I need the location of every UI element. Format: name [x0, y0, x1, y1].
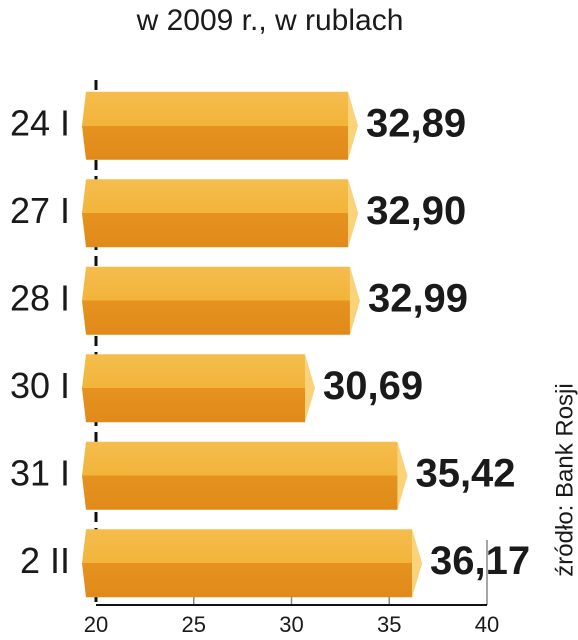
y-tick-label: 2 II — [20, 540, 70, 581]
y-tick-label: 31 I — [10, 452, 70, 493]
y-tick-label: 27 I — [10, 190, 70, 231]
source-note: źródło: Bank Rosji — [551, 383, 578, 576]
bar — [82, 529, 413, 598]
value-label: 32,99 — [368, 276, 468, 320]
y-tick-label: 24 I — [10, 102, 70, 143]
value-label: 35,42 — [415, 451, 515, 495]
bar — [82, 266, 350, 335]
bar-tip — [348, 179, 359, 248]
y-tick-label: 28 I — [10, 277, 70, 318]
bar — [82, 354, 305, 423]
x-tick-label: 30 — [279, 612, 303, 637]
x-tick-label: 25 — [182, 612, 206, 637]
x-tick-label: 20 — [84, 612, 108, 637]
x-tick-label: 35 — [377, 612, 401, 637]
value-label: 36,17 — [430, 539, 530, 583]
bar — [82, 91, 348, 160]
bar-tip — [412, 529, 423, 598]
value-label: 32,89 — [366, 101, 466, 145]
bar-tip — [347, 91, 358, 160]
chart-title: w 2009 r., w rublach — [136, 4, 404, 37]
bar-tip — [304, 354, 315, 423]
y-tick-label: 30 I — [10, 365, 70, 406]
bar-tip — [349, 266, 360, 335]
bar — [82, 179, 349, 248]
value-label: 32,90 — [366, 189, 466, 233]
bar — [82, 441, 398, 510]
x-tick-label: 40 — [475, 612, 499, 637]
value-label: 30,69 — [323, 364, 423, 408]
bar-tip — [397, 441, 408, 510]
